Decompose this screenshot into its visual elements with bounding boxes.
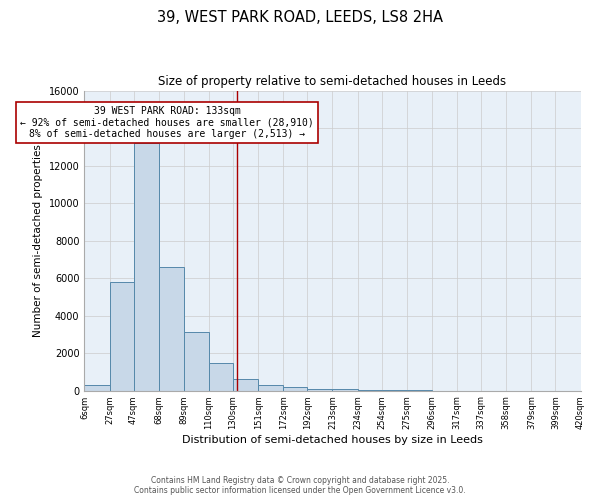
Text: Contains HM Land Registry data © Crown copyright and database right 2025.
Contai: Contains HM Land Registry data © Crown c…: [134, 476, 466, 495]
Bar: [134, 143, 158, 390]
Bar: [184, 332, 209, 390]
Text: 39, WEST PARK ROAD, LEEDS, LS8 2HA: 39, WEST PARK ROAD, LEEDS, LS8 2HA: [157, 10, 443, 25]
Title: Size of property relative to semi-detached houses in Leeds: Size of property relative to semi-detach…: [158, 75, 506, 88]
Bar: [158, 267, 184, 390]
Text: 39 WEST PARK ROAD: 133sqm
← 92% of semi-detached houses are smaller (28,910)
8% : 39 WEST PARK ROAD: 133sqm ← 92% of semi-…: [20, 106, 314, 139]
Bar: [307, 388, 332, 390]
Bar: [258, 385, 283, 390]
Bar: [85, 385, 110, 390]
Bar: [110, 282, 134, 391]
Bar: [233, 379, 258, 390]
Bar: [283, 388, 307, 390]
X-axis label: Distribution of semi-detached houses by size in Leeds: Distribution of semi-detached houses by …: [182, 435, 483, 445]
Y-axis label: Number of semi-detached properties: Number of semi-detached properties: [33, 144, 43, 337]
Bar: [209, 364, 233, 390]
